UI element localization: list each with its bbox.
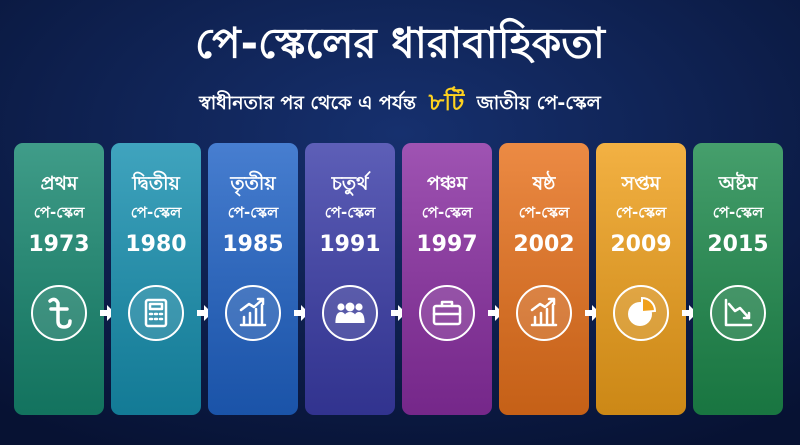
- card: চতুর্থ পে-স্কেল 1991: [305, 143, 395, 415]
- title: পে-স্কেলের ধারাবাহিকতা: [195, 18, 607, 68]
- card-year: 1980: [125, 232, 186, 257]
- icon-people: [343, 312, 357, 323]
- icon-people: [337, 303, 345, 311]
- icon-ring: [516, 285, 572, 341]
- subtitle-highlight: ৮টি: [428, 86, 465, 116]
- icon-ring: [225, 285, 281, 341]
- card-label: পে-স্কেল: [325, 204, 376, 222]
- card-year: 1991: [319, 232, 380, 257]
- arrow: [391, 305, 406, 321]
- card-label: পে-স্কেল: [616, 204, 667, 222]
- card: দ্বিতীয় পে-স্কেল 1980: [111, 143, 201, 415]
- card-label: পে-স্কেল: [422, 204, 473, 222]
- card: প্রথম পে-স্কেল 1973: [14, 143, 104, 415]
- card-shine: [208, 143, 298, 415]
- card: তৃতীয় পে-স্কেল 1985: [208, 143, 298, 415]
- icon-decline: [724, 298, 753, 327]
- icon-growth: [530, 297, 558, 327]
- card-label: পে-স্কেল: [713, 204, 764, 222]
- card-shine: [111, 143, 201, 415]
- card-shine: [596, 143, 686, 415]
- card-ordinal: চতুর্থ: [331, 171, 372, 197]
- card-year: 1997: [416, 232, 477, 257]
- card-ordinal: প্রথম: [40, 173, 78, 195]
- card-label: পে-স্কেল: [34, 204, 85, 222]
- icon-people: [345, 302, 355, 312]
- card: ষষ্ঠ পে-স্কেল 2002: [499, 143, 589, 415]
- arrow: [294, 305, 309, 321]
- arrow: [585, 305, 600, 321]
- icon-people: [353, 312, 365, 323]
- icon-calculator: [144, 298, 168, 328]
- card-ordinal: পঞ্চম: [427, 173, 469, 195]
- card-shine: [402, 143, 492, 415]
- card-year: 2015: [707, 232, 768, 257]
- icon-people: [355, 303, 363, 311]
- icon-pie: [641, 296, 657, 314]
- card-ordinal: দ্বিতীয়: [131, 171, 180, 195]
- card-year: 2009: [610, 232, 671, 257]
- card: অষ্টম পে-স্কেল 2015: [693, 143, 783, 415]
- icon-calculator: [148, 302, 164, 311]
- arrow: [100, 305, 115, 321]
- card: সপ্তম পে-স্কেল 2009: [596, 143, 686, 415]
- arrow: [488, 305, 503, 321]
- card-shine: [305, 143, 395, 415]
- card-label: পে-স্কেল: [519, 204, 570, 222]
- card-ordinal: সপ্তম: [621, 173, 662, 195]
- arrow: [682, 305, 697, 321]
- card-ordinal: তৃতীয়: [229, 171, 276, 197]
- arrow: [197, 305, 212, 321]
- subtitle-part: জাতীয় পে-স্কেল: [476, 90, 602, 114]
- card-year: 1985: [222, 232, 283, 257]
- card-year: 1973: [28, 232, 89, 257]
- card-ordinal: ষষ্ঠ: [532, 171, 556, 195]
- card: পঞ্চম পে-স্কেল 1997: [402, 143, 492, 415]
- card-ordinal: অষ্টম: [718, 172, 759, 195]
- subtitle-part: স্বাধীনতার পর থেকে এ পর্যন্ত: [198, 90, 417, 114]
- icon-growth: [239, 297, 267, 327]
- subtitle: স্বাধীনতার পর থেকে এ পর্যন্ত ৮টি জাতীয় …: [198, 86, 602, 116]
- icon-briefcase: [432, 300, 462, 316]
- card-shine: [499, 143, 589, 415]
- icon-calculator: [148, 312, 164, 321]
- card-label: পে-স্কেল: [228, 204, 279, 222]
- card-shine: [14, 143, 104, 415]
- card-label: পে-স্কেল: [131, 204, 182, 222]
- card-year: 2002: [513, 232, 574, 257]
- icon-ring: [710, 285, 766, 341]
- icon-taka: [48, 297, 72, 329]
- card-shine: [693, 143, 783, 415]
